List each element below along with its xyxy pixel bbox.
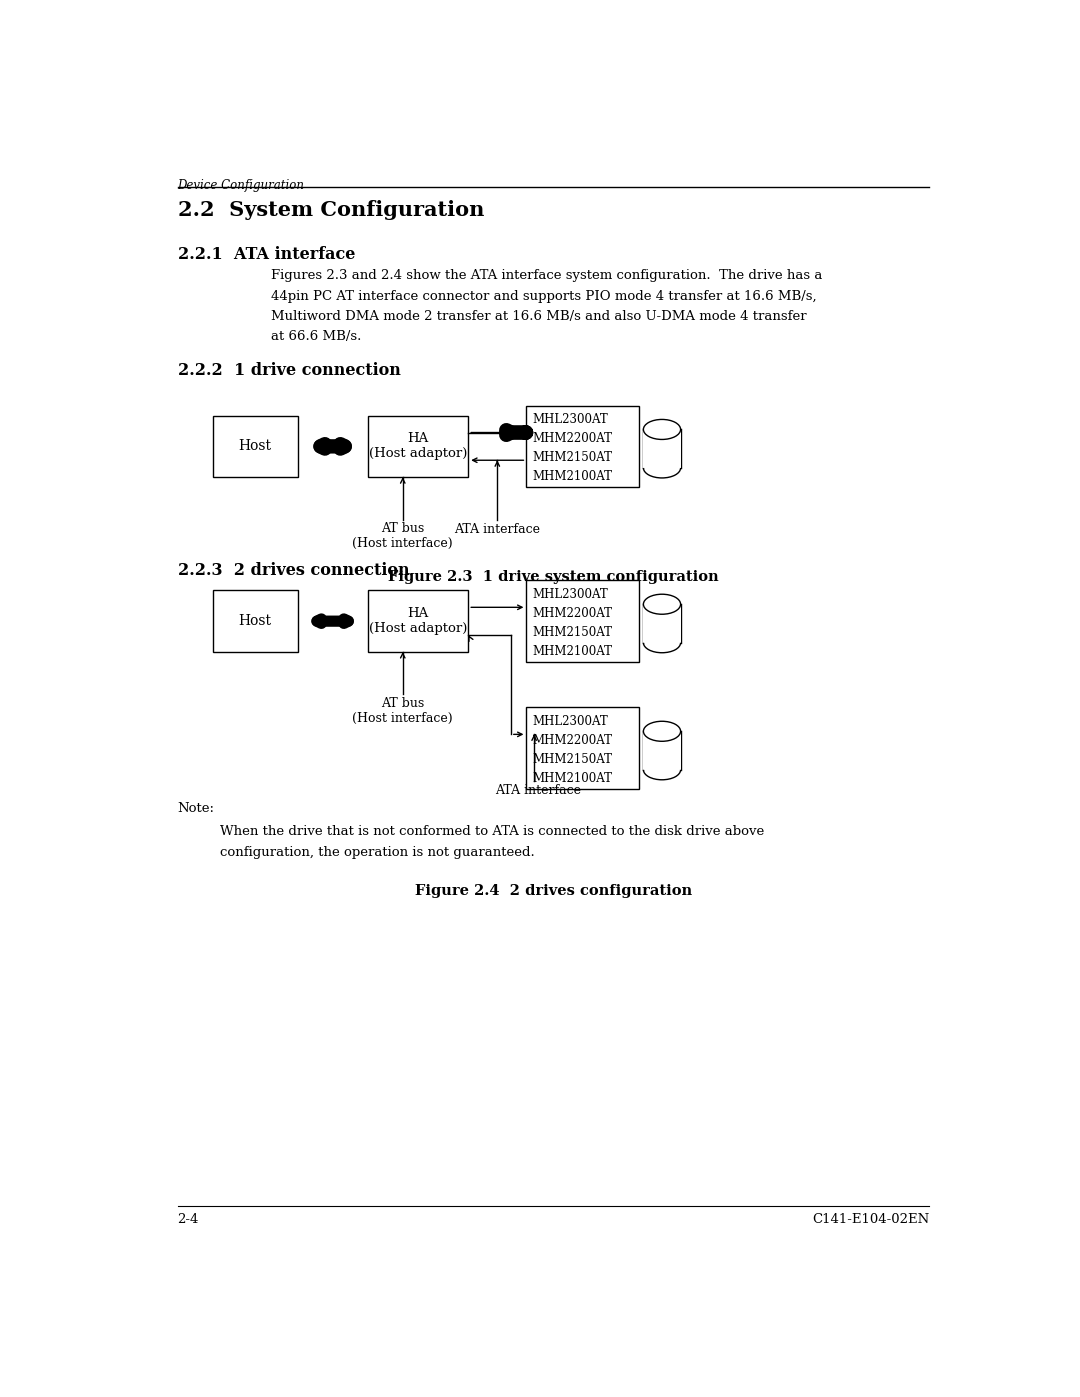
- Text: Figure 2.3  1 drive system configuration: Figure 2.3 1 drive system configuration: [388, 570, 719, 584]
- Text: C141-E104-02EN: C141-E104-02EN: [812, 1213, 930, 1225]
- Text: MHM2150AT: MHM2150AT: [532, 451, 612, 464]
- Text: MHM2200AT: MHM2200AT: [532, 733, 612, 747]
- Text: 2.2.1  ATA interface: 2.2.1 ATA interface: [177, 246, 355, 263]
- Text: Figures 2.3 and 2.4 show the ATA interface system configuration.  The drive has : Figures 2.3 and 2.4 show the ATA interfa…: [271, 270, 822, 282]
- Text: AT bus
(Host interface): AT bus (Host interface): [352, 697, 454, 725]
- Ellipse shape: [644, 594, 680, 615]
- Text: When the drive that is not conformed to ATA is connected to the disk drive above: When the drive that is not conformed to …: [220, 826, 765, 838]
- Bar: [644, 429, 680, 468]
- Text: ATA interface: ATA interface: [495, 784, 581, 796]
- Text: 2.2.3  2 drives connection: 2.2.3 2 drives connection: [177, 562, 409, 578]
- Text: HA
(Host adaptor): HA (Host adaptor): [368, 433, 467, 461]
- Text: MHM2200AT: MHM2200AT: [532, 432, 612, 446]
- Text: Host: Host: [239, 440, 272, 454]
- Text: MHL2300AT: MHL2300AT: [532, 588, 608, 601]
- Text: HA
(Host adaptor): HA (Host adaptor): [368, 608, 467, 636]
- Text: MHL2300AT: MHL2300AT: [532, 715, 608, 728]
- Text: Note:: Note:: [177, 802, 215, 814]
- Text: AT bus
(Host interface): AT bus (Host interface): [352, 522, 454, 550]
- Text: MHM2150AT: MHM2150AT: [532, 626, 612, 638]
- Bar: [213, 415, 298, 478]
- Text: MHM2100AT: MHM2100AT: [532, 469, 612, 483]
- Bar: [526, 405, 638, 488]
- Bar: [526, 707, 638, 789]
- Text: MHL2300AT: MHL2300AT: [532, 414, 608, 426]
- Bar: [213, 591, 298, 652]
- Text: MHM2150AT: MHM2150AT: [532, 753, 612, 766]
- Bar: [644, 605, 680, 643]
- Text: ATA interface: ATA interface: [455, 522, 540, 535]
- Text: Device Configuration: Device Configuration: [177, 179, 305, 193]
- Text: 2.2.2  1 drive connection: 2.2.2 1 drive connection: [177, 362, 401, 379]
- Ellipse shape: [644, 721, 680, 742]
- Text: at 66.6 MB/s.: at 66.6 MB/s.: [271, 331, 361, 344]
- Text: 2-4: 2-4: [177, 1213, 199, 1225]
- Text: configuration, the operation is not guaranteed.: configuration, the operation is not guar…: [220, 845, 535, 859]
- Text: MHM2100AT: MHM2100AT: [532, 771, 612, 785]
- Text: Host: Host: [239, 615, 272, 629]
- Text: 44pin PC AT interface connector and supports PIO mode 4 transfer at 16.6 MB/s,: 44pin PC AT interface connector and supp…: [271, 289, 816, 303]
- Text: Multiword DMA mode 2 transfer at 16.6 MB/s and also U-DMA mode 4 transfer: Multiword DMA mode 2 transfer at 16.6 MB…: [271, 310, 807, 323]
- Bar: [367, 415, 469, 478]
- Text: Figure 2.4  2 drives configuration: Figure 2.4 2 drives configuration: [415, 884, 692, 898]
- Text: MHM2100AT: MHM2100AT: [532, 644, 612, 658]
- Text: MHM2200AT: MHM2200AT: [532, 606, 612, 620]
- Bar: [367, 591, 469, 652]
- Bar: [644, 731, 680, 770]
- Ellipse shape: [644, 419, 680, 440]
- Bar: [526, 580, 638, 662]
- Text: 2.2  System Configuration: 2.2 System Configuration: [177, 200, 484, 219]
